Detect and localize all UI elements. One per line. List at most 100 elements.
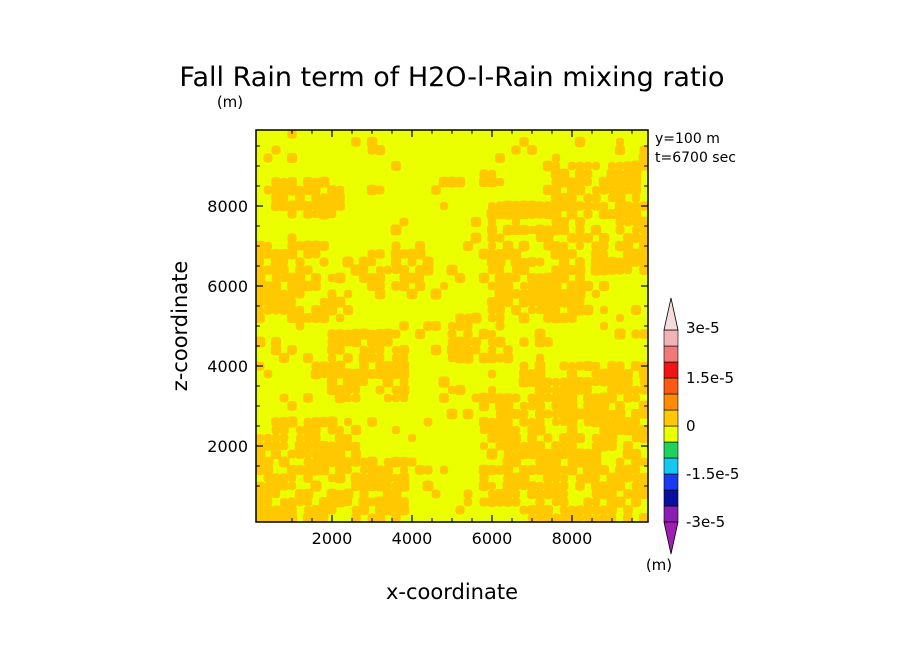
field-patch: [606, 168, 618, 180]
field-patch: [583, 377, 593, 387]
field-patch: [334, 496, 346, 508]
field-patch: [495, 297, 505, 307]
field-patch: [391, 265, 401, 275]
field-patch: [575, 241, 585, 251]
field-patch: [263, 497, 273, 507]
field-patch: [567, 249, 577, 259]
field-patch: [279, 393, 289, 403]
field-patch: [382, 376, 394, 388]
field-patch: [358, 256, 370, 268]
field-patch: [398, 344, 410, 356]
field-patch: [487, 305, 497, 315]
field-patch: [358, 480, 370, 492]
field-patch: [527, 425, 537, 435]
field-patch: [487, 481, 497, 491]
field-patch: [343, 353, 353, 363]
field-patch: [375, 353, 385, 363]
field-patch: [374, 288, 386, 300]
field-patch: [382, 496, 394, 508]
field-patch: [391, 425, 401, 435]
field-patch: [431, 489, 441, 499]
field-patch: [583, 201, 593, 211]
field-patch: [334, 272, 346, 284]
colorbar-label: -1.5e-5: [686, 465, 739, 483]
field-patch: [367, 249, 377, 259]
field-patch: [334, 336, 346, 348]
y-tick-label: 4000: [207, 357, 248, 376]
field-patch: [295, 281, 305, 291]
field-patch: [615, 377, 625, 387]
field-patch: [311, 249, 321, 259]
field-patch: [295, 241, 305, 251]
field-patch: [343, 417, 353, 427]
field-patch: [615, 169, 625, 179]
field-patch: [295, 497, 305, 507]
field-patch: [279, 193, 289, 203]
field-patch: [407, 457, 417, 467]
colorbar-swatch: [663, 473, 679, 491]
field-patch: [527, 289, 537, 299]
field-patch: [375, 185, 385, 195]
field-patch: [534, 504, 546, 516]
field-patch: [510, 224, 522, 236]
field-patch: [566, 416, 578, 428]
colorbar-swatch: [663, 457, 679, 475]
field-patch: [462, 352, 474, 364]
field-patch: [518, 240, 530, 252]
field-patch: [550, 448, 562, 460]
field-patch: [519, 409, 529, 419]
field-patch: [270, 264, 282, 276]
field-patch: [463, 337, 473, 347]
field-patch: [311, 457, 321, 467]
field-patch: [590, 264, 602, 276]
field-patch: [631, 233, 641, 243]
field-patch: [582, 504, 594, 516]
field-patch: [335, 457, 345, 467]
field-patch: [535, 297, 545, 307]
field-patch: [591, 185, 601, 195]
field-patch: [623, 489, 633, 499]
field-patch: [287, 345, 297, 355]
field-patch: [327, 497, 337, 507]
field-patch: [326, 416, 338, 428]
field-patch: [631, 409, 642, 420]
field-patch: [511, 265, 521, 275]
field-patch: [590, 224, 602, 236]
field-patch: [374, 336, 386, 348]
field-patch: [551, 217, 561, 227]
field-patch: [494, 256, 506, 268]
field-patch: [423, 465, 433, 475]
field-patch: [559, 401, 569, 411]
field-patch: [543, 281, 553, 291]
field-patch: [583, 457, 593, 467]
field-patch: [311, 441, 321, 451]
field-patch: [559, 217, 569, 227]
field-patch: [558, 408, 570, 420]
annotation-y: y=100 m: [655, 131, 720, 147]
field-patch: [631, 481, 641, 491]
field-patch: [343, 393, 353, 403]
field-patch: [575, 385, 585, 395]
field-patch: [510, 248, 522, 260]
field-patch: [343, 385, 353, 395]
field-patch: [623, 505, 633, 515]
field-patch: [391, 345, 401, 355]
field-patch: [303, 433, 313, 443]
field-patch: [598, 208, 610, 220]
field-patch: [623, 385, 633, 395]
field-patch: [335, 193, 345, 203]
field-patch: [598, 440, 610, 452]
field-patch: [566, 264, 578, 276]
field-patch: [535, 417, 545, 427]
field-patch: [430, 288, 442, 300]
field-patch: [495, 409, 505, 419]
field-patch: [343, 289, 353, 299]
field-patch: [511, 273, 521, 283]
field-patch: [310, 368, 322, 380]
field-patch: [631, 497, 642, 508]
field-patch: [630, 176, 642, 188]
field-patch: [622, 448, 634, 460]
field-patch: [390, 248, 402, 260]
field-patch: [334, 360, 346, 372]
